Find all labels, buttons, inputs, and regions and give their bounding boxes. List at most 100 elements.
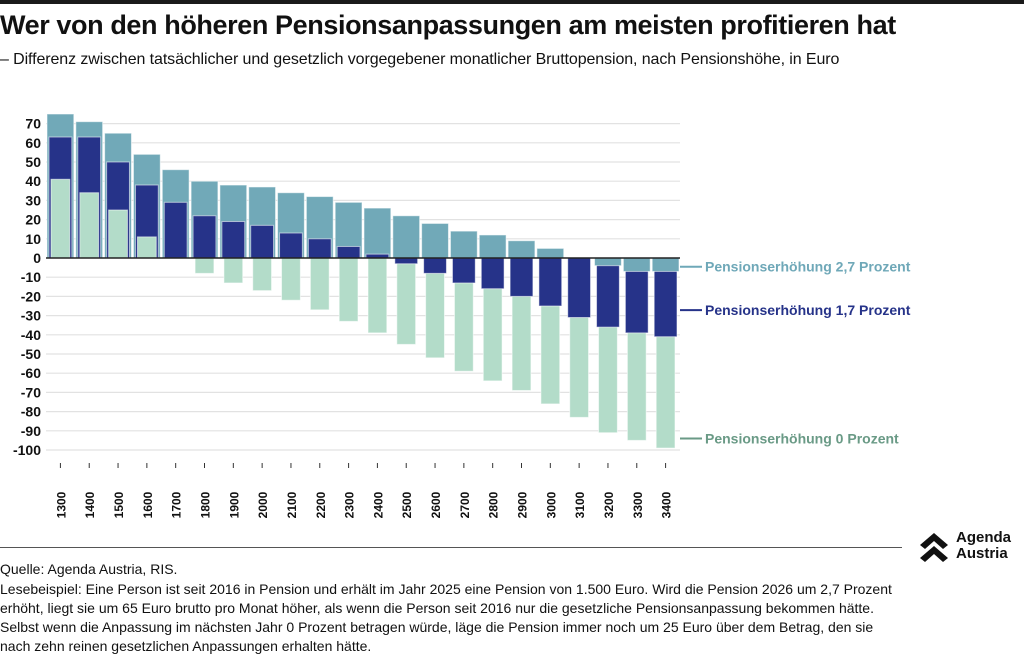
bar-0-prozent bbox=[338, 257, 359, 322]
bar-1-7-prozent bbox=[394, 257, 419, 265]
bar-0-prozent bbox=[396, 257, 417, 345]
bar-group-3300 bbox=[622, 257, 651, 441]
bar-2-7-prozent bbox=[622, 257, 651, 272]
x-tick-label: 3200 bbox=[602, 491, 616, 518]
y-tick-label: -10 bbox=[21, 269, 41, 285]
chart-title: Wer von den höheren Pensionsanpassungen … bbox=[0, 10, 896, 40]
bar-0-prozent bbox=[252, 257, 273, 292]
bar-1-7-prozent bbox=[221, 221, 246, 259]
y-axis-ticks: 70 60 50 40 30 20 10 0 -10 -20 -30 -40 -50 -60 -70 -80 -… bbox=[13, 116, 41, 458]
bar-0-prozent bbox=[79, 192, 100, 259]
bar-2-7-prozent bbox=[594, 257, 622, 267]
x-tick-label: 3000 bbox=[544, 491, 558, 518]
bar-group-1900 bbox=[219, 184, 248, 284]
y-tick-label: 30 bbox=[25, 192, 41, 208]
x-tick-label: 1400 bbox=[83, 491, 97, 518]
bar-1-7-prozent bbox=[163, 201, 188, 259]
bar-1-7-prozent bbox=[279, 232, 303, 259]
bar-group-2900 bbox=[507, 240, 536, 391]
y-tick-label: -40 bbox=[21, 327, 41, 343]
x-tick-label: 1500 bbox=[112, 491, 126, 518]
bar-0-prozent bbox=[194, 257, 215, 274]
bar-1-7-prozent bbox=[509, 257, 534, 297]
reading-example: Lesebeispiel: Eine Person ist seit 2016 … bbox=[0, 581, 892, 654]
bar-group-3000 bbox=[536, 247, 565, 405]
x-axis-ticks: 1300 1400 1500 1600 1700 1800 1900 2000 2100 2200… bbox=[54, 463, 674, 518]
bar-0-prozent bbox=[309, 257, 330, 311]
x-tick-label: 2800 bbox=[487, 491, 501, 518]
x-tick-label: 2200 bbox=[314, 491, 328, 518]
y-tick-label: 20 bbox=[25, 212, 41, 228]
y-tick-label: -60 bbox=[21, 365, 41, 381]
x-tick-label: 2100 bbox=[285, 491, 299, 518]
x-tick-label: 3300 bbox=[631, 491, 645, 518]
x-tick-label: 2300 bbox=[343, 491, 357, 518]
bar-0-prozent bbox=[108, 209, 128, 259]
y-tick-label: -90 bbox=[21, 423, 41, 439]
bar-group-2600 bbox=[421, 222, 449, 359]
x-tick-label: 2700 bbox=[458, 491, 472, 518]
x-tick-label: 2400 bbox=[371, 491, 385, 518]
y-tick-label: -30 bbox=[21, 308, 41, 324]
x-tick-label: 1300 bbox=[54, 491, 68, 518]
top-rule bbox=[0, 0, 1024, 4]
y-tick-label: 50 bbox=[25, 154, 41, 170]
bar-2-7-prozent bbox=[507, 240, 536, 259]
bar-0-prozent bbox=[281, 257, 301, 301]
bar-0-prozent bbox=[367, 257, 388, 334]
x-tick-label: 1600 bbox=[141, 491, 155, 518]
logo-line-1: Agenda bbox=[956, 529, 1012, 546]
y-tick-label: -80 bbox=[21, 404, 41, 420]
footer-divider bbox=[0, 547, 902, 548]
y-tick-label: -70 bbox=[21, 384, 41, 400]
bar-group-1800 bbox=[190, 180, 219, 274]
bar-group-2000 bbox=[248, 186, 277, 292]
bar-1-7-prozent bbox=[480, 257, 505, 290]
bar-0-prozent bbox=[136, 236, 157, 259]
y-tick-label: 60 bbox=[25, 135, 41, 151]
x-tick-label: 2500 bbox=[400, 491, 414, 518]
bar-1-7-prozent bbox=[250, 224, 275, 259]
legend: Pensionserhöhung 2,7 Prozent Pensionserhö… bbox=[680, 259, 911, 446]
y-tick-label: -100 bbox=[13, 442, 41, 458]
x-tick-label: 1900 bbox=[227, 491, 241, 518]
logo-line-2: Austria bbox=[956, 545, 1008, 562]
bar-group-2500 bbox=[392, 215, 421, 345]
bar-group-3200 bbox=[594, 257, 622, 434]
bar-0-prozent bbox=[223, 257, 244, 284]
y-tick-label: -20 bbox=[21, 288, 41, 304]
legend-label: Pensionserhöhung 2,7 Prozent bbox=[705, 259, 911, 275]
source-note: Quelle: Agenda Austria, RIS. bbox=[0, 561, 178, 577]
bar-group-1400 bbox=[75, 121, 104, 259]
chevron-up-logo-icon bbox=[920, 533, 948, 562]
bar-1-7-prozent bbox=[567, 257, 592, 319]
bar-1-7-prozent bbox=[336, 245, 361, 259]
x-tick-label: 2900 bbox=[516, 491, 530, 518]
bar-2-7-prozent bbox=[449, 230, 478, 259]
bar-group-3400 bbox=[651, 257, 680, 449]
x-tick-label: 1800 bbox=[199, 491, 213, 518]
y-tick-label: -50 bbox=[21, 346, 41, 362]
bars bbox=[46, 113, 680, 449]
logo-text: Agenda Austria bbox=[956, 530, 1011, 562]
bar-group-2200 bbox=[305, 196, 334, 311]
y-tick-label: 10 bbox=[25, 231, 41, 247]
y-tick-label: 40 bbox=[25, 173, 41, 189]
bar-group-1300 bbox=[46, 113, 75, 259]
bar-1-7-prozent bbox=[423, 257, 447, 274]
x-tick-label: 2600 bbox=[429, 491, 443, 518]
bar-1-7-prozent bbox=[538, 257, 563, 307]
bar-2-7-prozent bbox=[536, 247, 565, 259]
bar-2-7-prozent bbox=[421, 222, 449, 259]
bar-1-7-prozent bbox=[307, 238, 332, 259]
bar-group-1500 bbox=[104, 132, 132, 259]
bar-2-7-prozent bbox=[392, 215, 421, 259]
x-tick-label: 3100 bbox=[573, 491, 587, 518]
x-tick-label: 3400 bbox=[660, 491, 674, 518]
bar-1-7-prozent bbox=[451, 257, 476, 284]
bar-group-2800 bbox=[478, 234, 507, 382]
x-tick-label: 2000 bbox=[256, 491, 270, 518]
y-tick-label: 70 bbox=[25, 116, 41, 132]
bar-1-7-prozent bbox=[192, 215, 217, 259]
legend-label: Pensionserhöhung 0 Prozent bbox=[705, 430, 899, 446]
